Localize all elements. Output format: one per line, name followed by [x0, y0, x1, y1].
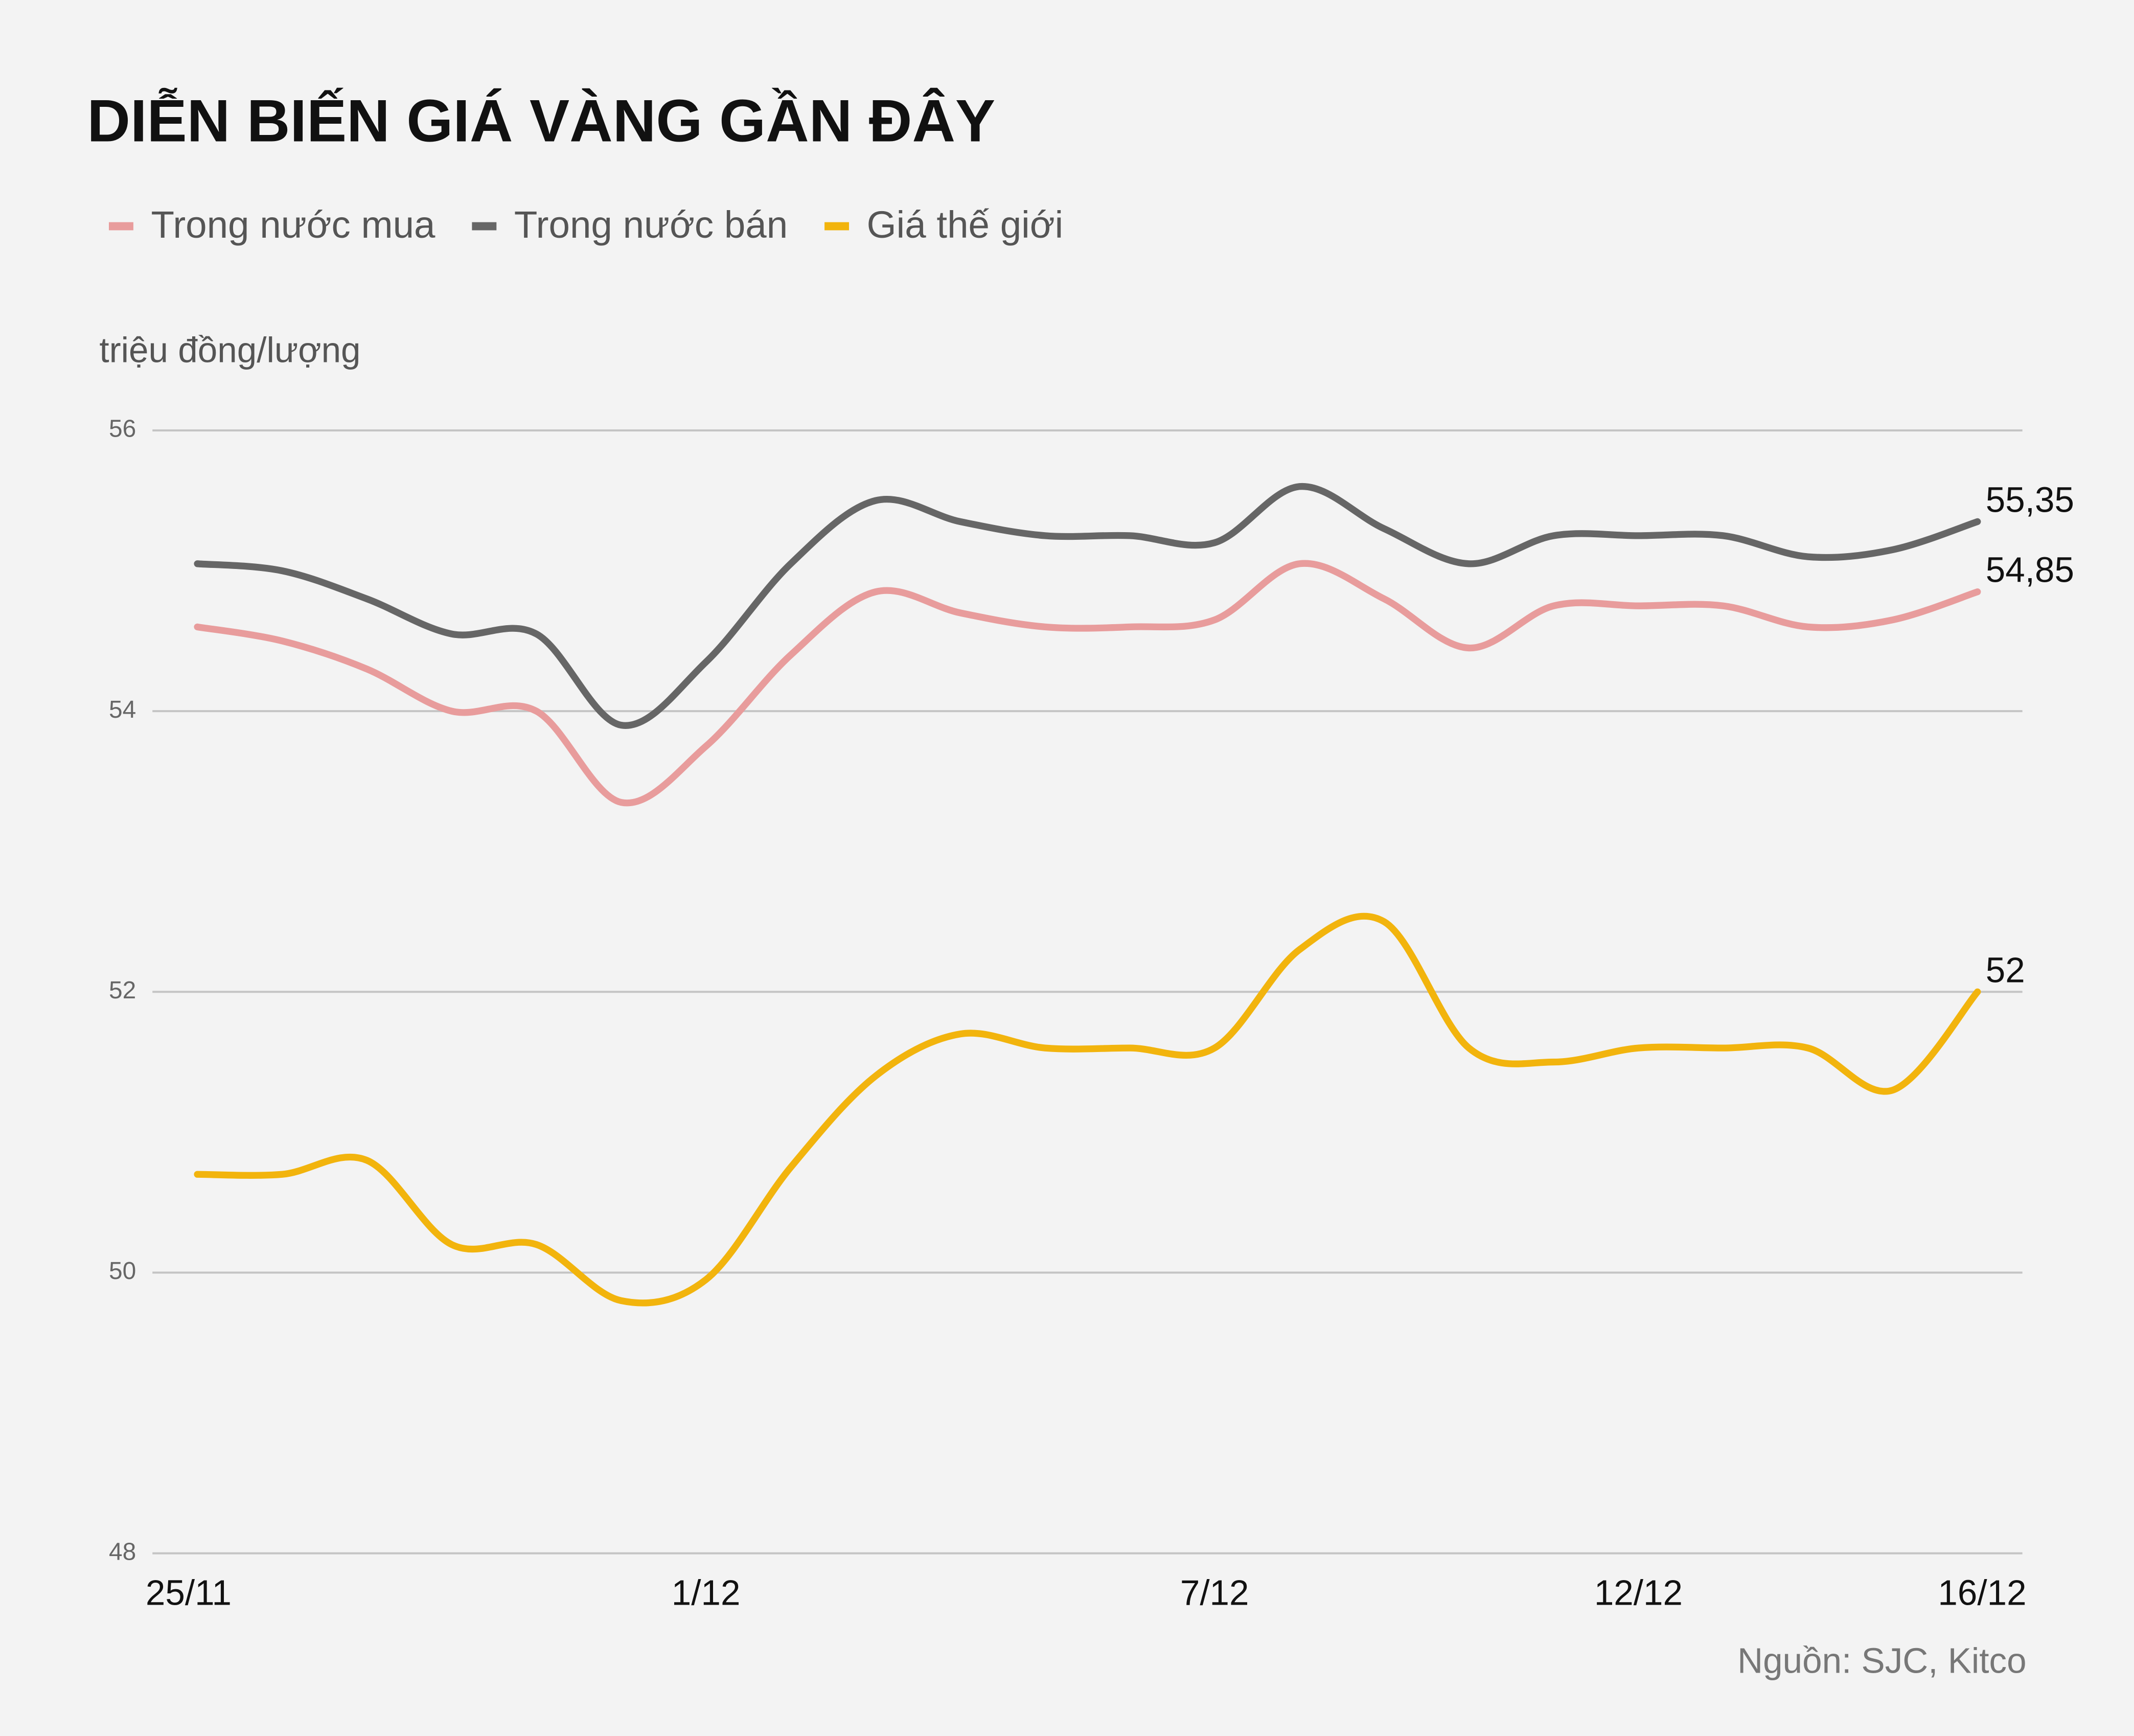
y-tick-label: 48 [109, 1538, 136, 1565]
chart-title: DIỄN BIẾN GIÁ VÀNG GẦN ĐÂY [87, 87, 995, 154]
x-tick-label: 12/12 [1594, 1572, 1683, 1612]
series-line [194, 483, 1981, 729]
x-tick-label: 25/11 [146, 1572, 232, 1612]
x-tick-label: 7/12 [1180, 1572, 1249, 1612]
source: Nguồn: SJC, Kitco [1737, 1641, 2027, 1681]
legend-label: Trong nước mua [151, 203, 435, 246]
series-line [194, 560, 1981, 807]
y-tick-label: 50 [109, 1258, 136, 1285]
legend-label: Trong nước bán [514, 203, 788, 246]
data-label: 52 [1986, 950, 2025, 990]
y-axis-label: triệu đồng/lượng [99, 330, 360, 370]
y-tick-label: 54 [109, 696, 136, 723]
data-label: 55,35 [1986, 479, 2074, 519]
x-tick-label: 16/12 [1938, 1572, 2026, 1612]
y-tick-label: 52 [109, 977, 136, 1004]
y-tick-label: 56 [109, 416, 136, 443]
series-line [194, 912, 1981, 1307]
legend-label: Giá thế giới [867, 203, 1064, 246]
data-label: 54,85 [1986, 550, 2074, 590]
x-tick-label: 1/12 [672, 1572, 741, 1612]
